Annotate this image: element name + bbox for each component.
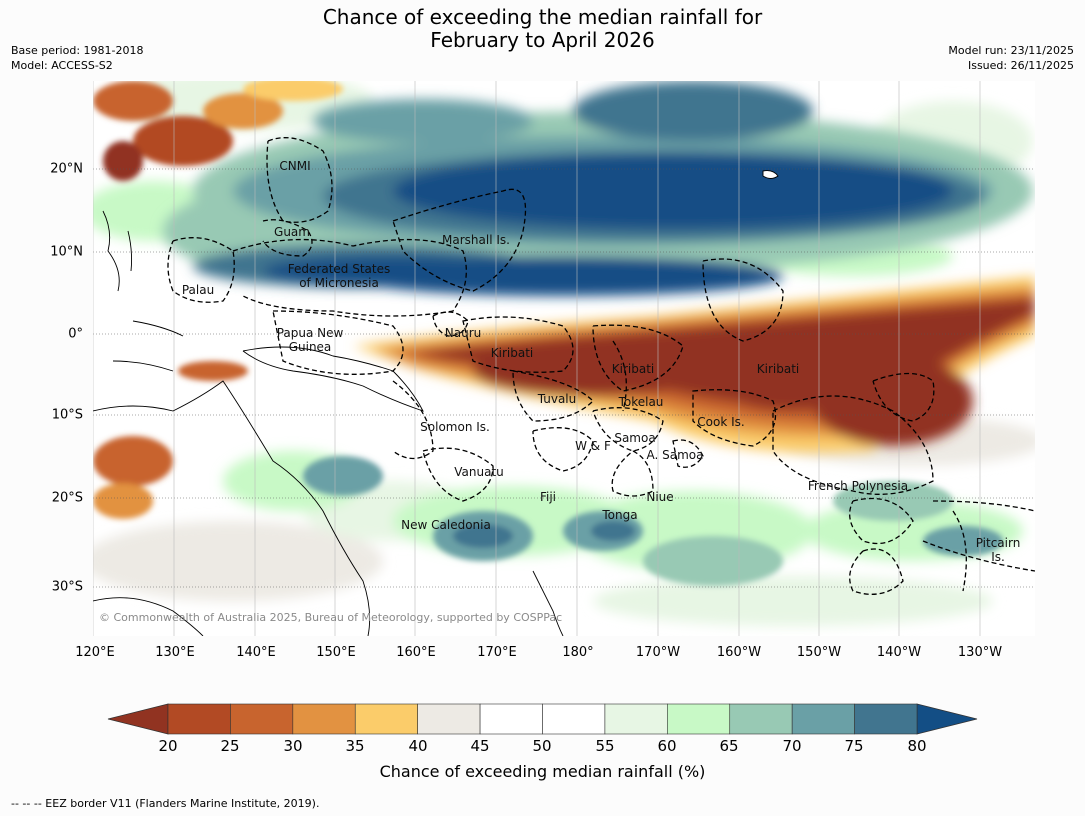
wet-band	[163, 81, 1033, 296]
map-canvas: CNMI Guam Marshall Is. Federated States …	[93, 81, 1035, 636]
label-cook: Cook Is.	[697, 415, 745, 429]
y-tick-10s: 10°S	[51, 407, 83, 423]
colorbar-tick-20: 20	[158, 737, 178, 755]
label-fiji: Fiji	[539, 490, 557, 504]
colorbar-tick-60: 60	[657, 737, 677, 755]
colorbar-segment-70-75	[791, 703, 855, 735]
x-tick-130e: 130°E	[155, 645, 195, 660]
label-png-1: Papua New	[276, 326, 344, 340]
label-fsm-2: of Micronesia	[299, 276, 379, 290]
issued-date: Issued: 26/11/2025	[967, 59, 1074, 72]
title-line-1: Chance of exceeding the median rainfall …	[322, 5, 763, 29]
colorbar-segment-35-40	[354, 703, 418, 735]
colorbar-tick-25: 25	[220, 737, 240, 755]
y-tick-0: 0°	[68, 326, 83, 342]
colorbar-tick-70: 70	[782, 737, 802, 755]
y-tick-20s: 20°S	[51, 490, 83, 506]
model-run: Model run: 23/11/2025	[948, 44, 1074, 57]
label-marshall: Marshall Is.	[442, 233, 510, 247]
australia-dry	[93, 361, 248, 519]
colorbar-low-arrow	[107, 703, 169, 735]
x-tick-150e: 150°E	[316, 645, 356, 660]
label-tuvalu: Tuvalu	[537, 392, 577, 406]
colorbar-tick-80: 80	[907, 737, 927, 755]
colorbar-tick-75: 75	[844, 737, 864, 755]
meta-left: Base period: 1981-2018 Model: ACCESS-S2	[11, 43, 143, 73]
x-tick-120e: 120°E	[75, 645, 115, 660]
label-guam: Guam	[274, 225, 310, 239]
y-tick-30s: 30°S	[51, 579, 83, 595]
colorbar-segment-30-35	[292, 703, 356, 735]
x-tick-170e: 170°E	[477, 645, 517, 660]
northwest-dry	[93, 81, 343, 181]
x-tick-170w: 170°W	[635, 645, 681, 660]
meta-right: Model run: 23/11/2025 Issued: 26/11/2025	[948, 43, 1074, 73]
label-pitcairn-2: Is.	[991, 550, 1005, 564]
label-cnmi: CNMI	[279, 159, 311, 173]
x-tick-180: 180°	[562, 645, 594, 660]
colorbar-segment-50-55	[542, 703, 606, 735]
x-tick-140e: 140°E	[236, 645, 276, 660]
rainfall-map: CNMI Guam Marshall Is. Federated States …	[93, 81, 1035, 636]
coastlines	[93, 170, 779, 636]
chart-title: Chance of exceeding the median rainfall …	[0, 6, 1085, 52]
label-kiribati-west: Kiribati	[490, 346, 534, 360]
label-kiribati-central: Kiribati	[611, 362, 655, 376]
x-tick-160e: 160°E	[396, 645, 436, 660]
label-tonga: Tonga	[602, 508, 638, 522]
dry-tongue	[353, 276, 1035, 453]
colorbar-segment-60-65	[667, 703, 731, 735]
colorbar-tick-50: 50	[532, 737, 552, 755]
colorbar-tick-55: 55	[595, 737, 615, 755]
label-kiribati-east: Kiribati	[756, 362, 800, 376]
y-tick-10n: 10°N	[50, 244, 83, 260]
colorbar-high-arrow	[916, 703, 978, 735]
x-tick-130w: 130°W	[957, 645, 1003, 660]
colorbar-tick-45: 45	[470, 737, 490, 755]
label-pitcairn-1: Pitcairn	[975, 536, 1021, 550]
graticule	[93, 168, 1035, 588]
label-tokelau: Tokelau	[618, 395, 664, 409]
copyright-notice: © Commonwealth of Australia 2025, Bureau…	[99, 611, 563, 624]
eez-footnote: -- -- -- EEZ border V11 (Flanders Marine…	[11, 797, 320, 810]
title-line-2: February to April 2026	[430, 28, 655, 52]
colorbar-tick-30: 30	[283, 737, 303, 755]
label-vanuatu: Vanuatu	[454, 465, 504, 479]
label-new-caledonia: New Caledonia	[401, 518, 491, 532]
base-period: Base period: 1981-2018	[11, 44, 144, 57]
region-label-layer: CNMI Guam Marshall Is. Federated States …	[181, 159, 1021, 564]
colorbar-tick-35: 35	[345, 737, 365, 755]
colorbar-segment-55-60	[604, 703, 668, 735]
label-american-samoa: A. Samoa	[646, 448, 704, 462]
label-nauru: Nauru	[444, 326, 482, 340]
label-wf: W & F	[575, 439, 611, 453]
x-tick-140w: 140°W	[876, 645, 922, 660]
graticule-meridians	[93, 81, 981, 636]
colorbar	[107, 703, 978, 735]
southern-wet	[303, 456, 1003, 586]
model-name: Model: ACCESS-S2	[11, 59, 113, 72]
label-samoa: Samoa	[614, 431, 656, 445]
colorbar-segment-65-70	[729, 703, 793, 735]
colorbar-tick-65: 65	[719, 737, 739, 755]
label-solomon: Solomon Is.	[420, 420, 490, 434]
colorbar-segments	[167, 703, 918, 735]
colorbar-tick-40: 40	[408, 737, 428, 755]
colorbar-title: Chance of exceeding median rainfall (%)	[379, 762, 706, 781]
colorbar-segment-75-80	[854, 703, 918, 735]
y-tick-20n: 20°N	[50, 161, 83, 177]
colorbar-segment-20-25	[167, 703, 231, 735]
label-french-polynesia: French Polynesia	[807, 479, 909, 493]
label-palau: Palau	[181, 283, 215, 297]
colorbar-segment-45-50	[479, 703, 543, 735]
label-png-2: Guinea	[288, 340, 332, 354]
x-tick-160w: 160°W	[716, 645, 762, 660]
x-tick-150w: 150°W	[796, 645, 842, 660]
label-fsm-1: Federated States	[287, 262, 391, 276]
colorbar-segment-25-30	[230, 703, 294, 735]
colorbar-segment-40-45	[417, 703, 481, 735]
eez-borders	[167, 137, 1035, 595]
label-niue: Niue	[646, 490, 674, 504]
